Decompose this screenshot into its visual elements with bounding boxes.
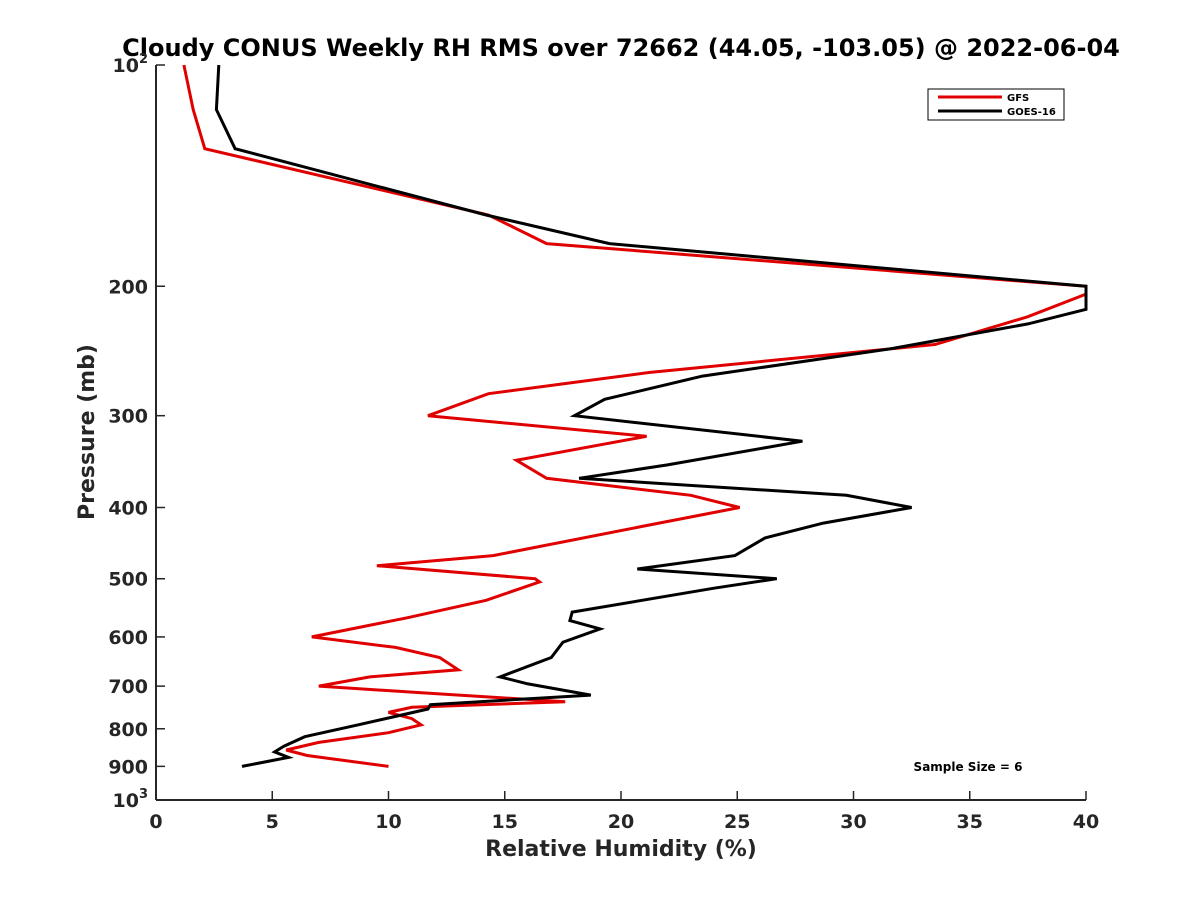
y-tick-label: 400	[108, 498, 148, 520]
x-tick-label: 20	[608, 811, 634, 833]
x-tick-label: 15	[492, 811, 518, 833]
y-tick-label: 800	[108, 719, 148, 741]
x-tick-label: 30	[840, 811, 866, 833]
series-line-gfs	[182, 64, 1088, 768]
chart-title: Cloudy CONUS Weekly RH RMS over 72662 (4…	[122, 34, 1120, 62]
y-tick-label: 600	[108, 627, 148, 649]
x-ticks: 0 5 10 15 20 25 30 35 40	[149, 791, 1099, 833]
y-tick-label: 700	[108, 676, 148, 698]
x-tick-label: 10	[375, 811, 401, 833]
legend-label-gfs: GFS	[1007, 93, 1029, 104]
x-tick-label: 0	[149, 811, 162, 833]
x-axis-label: Relative Humidity (%)	[485, 837, 757, 862]
y-tick-label: 200	[108, 276, 148, 298]
x-tick-label: 25	[724, 811, 750, 833]
x-tick-label: 5	[266, 811, 279, 833]
series-layer	[182, 64, 1088, 768]
y-axis-label: Pressure (mb)	[75, 344, 100, 520]
legend: GFS GOES-16	[927, 88, 1065, 121]
y-tick-label: 300	[108, 406, 148, 428]
sample-size-annotation: Sample Size = 6	[914, 760, 1023, 774]
x-tick-label: 40	[1073, 811, 1099, 833]
legend-box	[927, 88, 1065, 121]
series-line-goes16	[214, 64, 1088, 768]
y-tick-label: 900	[108, 756, 148, 778]
y-tick-label: 500	[108, 569, 148, 591]
legend-label-goes16: GOES-16	[1007, 107, 1056, 118]
x-tick-label: 35	[957, 811, 983, 833]
